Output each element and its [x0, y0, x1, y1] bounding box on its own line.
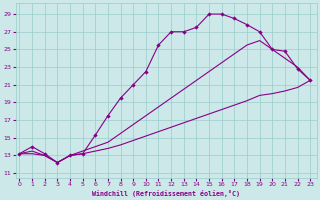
- X-axis label: Windchill (Refroidissement éolien,°C): Windchill (Refroidissement éolien,°C): [92, 190, 240, 197]
